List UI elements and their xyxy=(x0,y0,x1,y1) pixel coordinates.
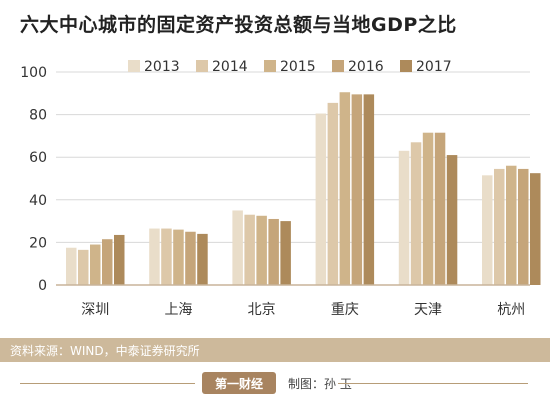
bar-2016-天津 xyxy=(434,132,446,285)
bar-2014-北京 xyxy=(244,214,255,285)
x-tick-label: 杭州 xyxy=(497,302,525,318)
y-tick-label: 40 xyxy=(29,193,47,209)
y-tick-label: 100 xyxy=(20,65,47,81)
bar-2016-上海 xyxy=(185,231,196,285)
bar-2017-重庆 xyxy=(363,94,375,286)
source-text: 资料来源：WIND，中泰证券研究所 xyxy=(10,344,200,358)
bar-2013-重庆 xyxy=(315,113,327,285)
bar-2014-深圳 xyxy=(78,249,89,285)
y-tick-label: 0 xyxy=(38,278,47,294)
bars xyxy=(66,92,541,286)
x-tick-label: 上海 xyxy=(164,302,192,318)
legend-label: 2014 xyxy=(212,59,248,75)
x-tick-label: 深圳 xyxy=(81,302,109,318)
bar-2013-上海 xyxy=(149,228,160,285)
footer-divider-left xyxy=(20,383,195,384)
brand-logo: 第一财经 xyxy=(202,372,276,394)
bar-2013-杭州 xyxy=(482,175,493,285)
legend-swatch-2016 xyxy=(332,60,344,72)
bar-2015-深圳 xyxy=(90,244,101,285)
bar-2017-杭州 xyxy=(530,173,541,285)
legend: 2013 2014 2015 2016 2017 xyxy=(128,59,452,75)
bar-2013-天津 xyxy=(398,150,410,285)
bar-2017-天津 xyxy=(446,155,458,285)
legend-label: 2016 xyxy=(348,59,384,75)
bar-2014-重庆 xyxy=(327,102,339,285)
x-tick-label: 北京 xyxy=(248,302,276,318)
y-tick-label: 80 xyxy=(29,108,47,124)
source-bar: 资料来源：WIND，中泰证券研究所 xyxy=(0,338,550,362)
chart-title: 六大中心城市的固定资产投资总额与当地GDP之比 xyxy=(20,14,457,36)
bar-2016-深圳 xyxy=(102,239,113,285)
bar-2015-重庆 xyxy=(339,92,351,285)
bar-2017-上海 xyxy=(197,233,208,285)
bar-2015-北京 xyxy=(256,215,267,285)
y-tick-label: 20 xyxy=(29,235,47,251)
legend-label: 2013 xyxy=(144,59,180,75)
credit-text: 制图：孙 玉 xyxy=(288,377,352,391)
bar-2016-北京 xyxy=(268,218,279,285)
footer: 第一财经 制图：孙 玉 xyxy=(0,370,550,400)
bar-2015-杭州 xyxy=(506,165,517,285)
x-tick-label: 重庆 xyxy=(331,302,359,318)
y-axis-ticks: 0 20 40 60 80 100 xyxy=(20,65,47,294)
bar-2013-深圳 xyxy=(66,247,77,285)
x-tick-label: 天津 xyxy=(414,302,442,318)
brand-text: 第一财经 xyxy=(214,377,263,391)
legend-swatch-2017 xyxy=(400,60,412,72)
bar-2017-北京 xyxy=(280,221,291,285)
legend-swatch-2015 xyxy=(264,60,276,72)
x-axis-ticks: 深圳 上海 北京 重庆 天津 杭州 xyxy=(81,302,525,318)
bar-2015-上海 xyxy=(173,229,184,285)
legend-swatch-2014 xyxy=(196,60,208,72)
bar-2017-深圳 xyxy=(114,234,125,285)
legend-label: 2015 xyxy=(280,59,316,75)
bar-2016-重庆 xyxy=(351,94,363,286)
bar-2016-杭州 xyxy=(518,168,529,285)
bar-2014-上海 xyxy=(161,228,172,285)
bar-2014-天津 xyxy=(410,142,422,285)
bar-2014-杭州 xyxy=(494,168,505,285)
bar-2015-天津 xyxy=(422,132,434,285)
gridlines xyxy=(56,71,530,243)
bar-2013-北京 xyxy=(232,210,243,285)
footer-divider-right xyxy=(338,383,528,384)
y-tick-label: 60 xyxy=(29,150,47,166)
legend-label: 2017 xyxy=(416,59,452,75)
legend-swatch-2013 xyxy=(128,60,140,72)
